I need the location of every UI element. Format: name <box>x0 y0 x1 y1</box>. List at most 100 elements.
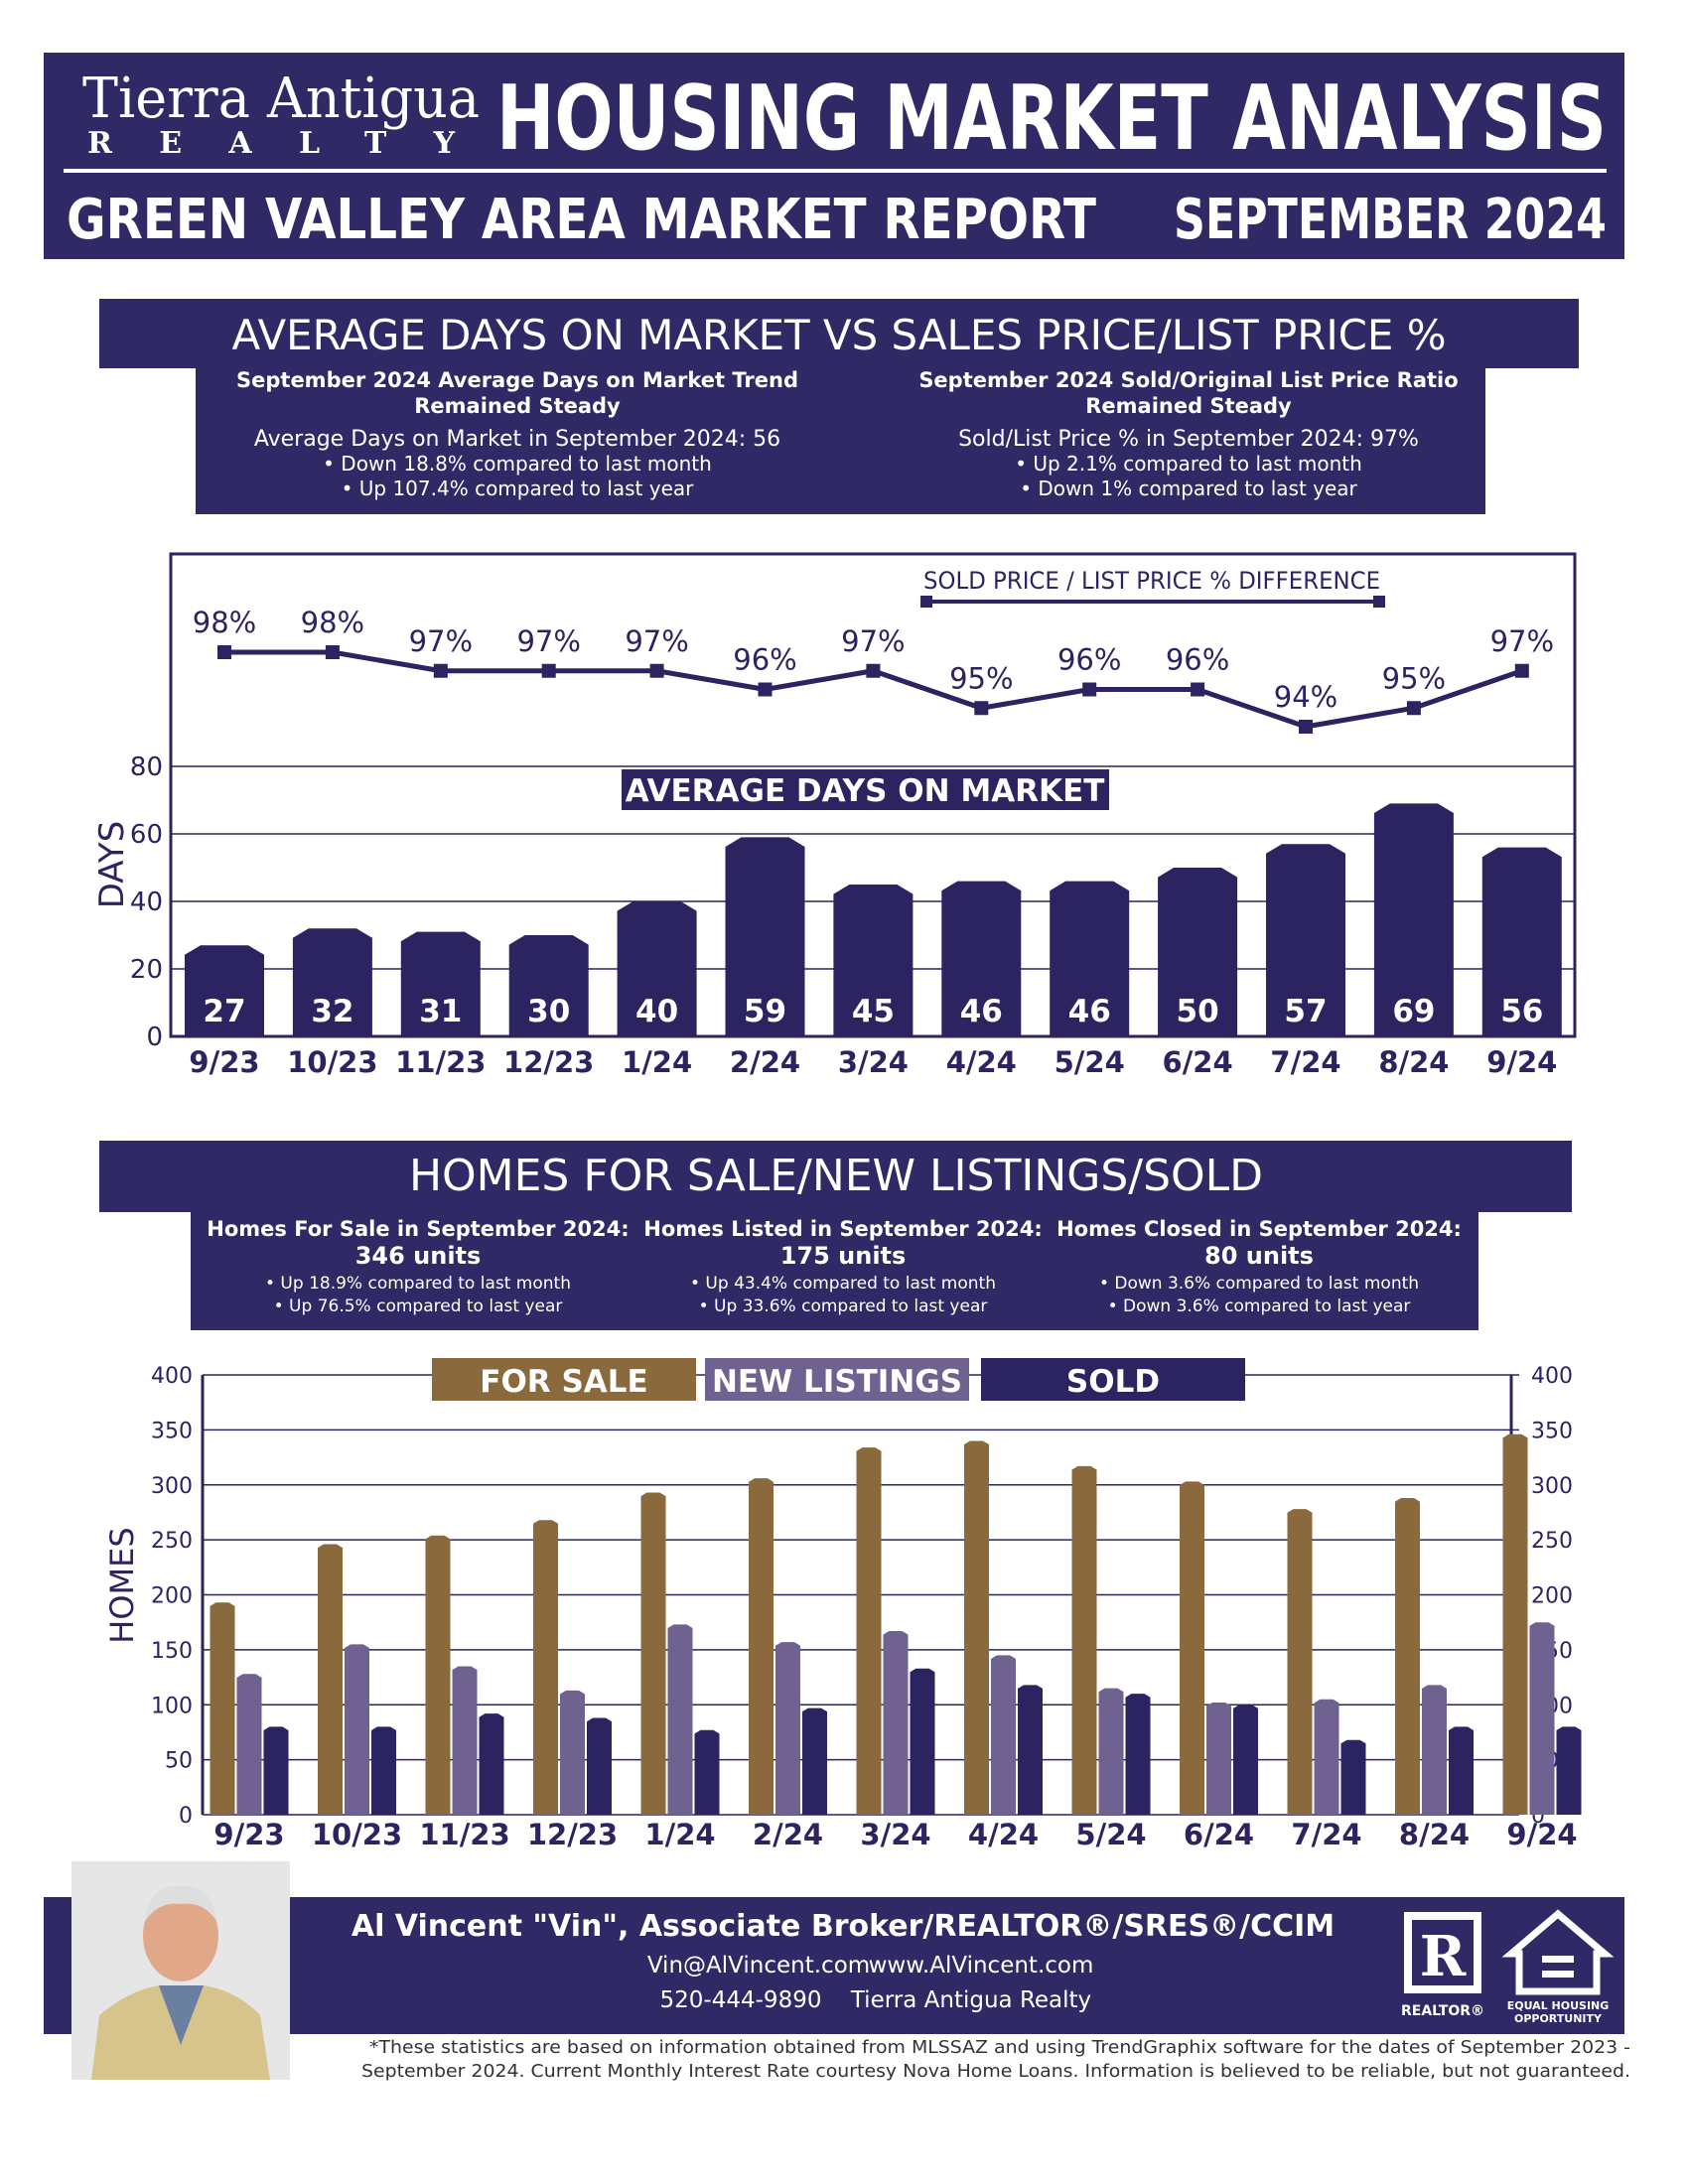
bar-value: 59 <box>744 994 786 1029</box>
x-tick-label: 10/23 <box>287 1045 377 1079</box>
x-tick-label: 5/24 <box>1055 1045 1125 1079</box>
price-point <box>1191 682 1205 697</box>
bar <box>1373 803 1454 1036</box>
bar <box>667 1624 693 1815</box>
x-tick-label: 4/24 <box>946 1045 1017 1079</box>
bar <box>185 945 264 1036</box>
bar-value: 45 <box>852 994 895 1029</box>
price-point <box>649 663 664 678</box>
info-line: • Up 76.5% compared to last year <box>274 1297 563 1316</box>
x-tick-label: 6/24 <box>1184 1818 1254 1851</box>
bar-value: 46 <box>960 994 1003 1029</box>
info-line: • Down 3.6% compared to last month <box>1099 1274 1419 1294</box>
bar <box>479 1713 504 1815</box>
agent-email: Vin@AlVincent.com <box>647 1953 870 1979</box>
info-line: 175 units <box>780 1242 907 1270</box>
x-tick-label: 1/24 <box>644 1818 715 1851</box>
price-point <box>866 663 881 678</box>
y-axis-label: HOMES <box>103 1527 141 1643</box>
bar-value: 50 <box>1177 994 1219 1029</box>
price-point <box>1514 663 1529 678</box>
bar <box>425 1535 451 1815</box>
y-tick-label: 400 <box>151 1364 193 1389</box>
y-tick-label: 20 <box>130 955 163 985</box>
bar <box>345 1644 369 1815</box>
price-point <box>217 645 231 659</box>
realtor-label: REALTOR® <box>1401 2003 1484 2019</box>
report-date: SEPTEMBER 2024 <box>1174 188 1607 252</box>
bar-value: 30 <box>527 994 570 1029</box>
legend-label: NEW LISTINGS <box>712 1364 962 1400</box>
info-line: • Up 18.9% compared to last month <box>265 1274 571 1294</box>
bar <box>1266 844 1345 1036</box>
bar <box>1206 1703 1231 1815</box>
price-point <box>758 682 773 697</box>
bar <box>533 1520 558 1815</box>
x-tick-label: 7/24 <box>1270 1045 1340 1079</box>
bar-title: AVERAGE DAYS ON MARKET <box>626 773 1105 809</box>
chart-homes: 0501001502002503003504000501001502002503… <box>103 1358 1582 1851</box>
main-title: HOUSING MARKET ANALYSIS <box>496 67 1607 171</box>
y-tick-label: 0 <box>179 1804 193 1829</box>
info-line: • Up 107.4% compared to last year <box>342 477 695 500</box>
price-label: 96% <box>1166 643 1229 677</box>
price-label: 97% <box>1490 624 1554 658</box>
info-line: 80 units <box>1204 1242 1314 1270</box>
chart-days-price: 0 20 40 60 80 DAYS AVERAGE DAYS ON MARKET 27 9/2… <box>92 567 1575 1079</box>
section-band <box>99 299 1579 368</box>
price-point <box>1082 682 1097 697</box>
x-tick-label: 12/23 <box>527 1818 618 1851</box>
bar-value: 32 <box>311 994 353 1029</box>
price-point <box>325 645 340 659</box>
x-tick-label: 2/24 <box>753 1818 823 1851</box>
bar <box>400 931 481 1036</box>
info-line: • Up 43.4% compared to last month <box>690 1274 996 1294</box>
info-box <box>196 368 1485 514</box>
bar <box>1018 1685 1043 1815</box>
bar <box>452 1666 478 1815</box>
info-line: Homes Closed in September 2024: <box>1056 1217 1462 1241</box>
footer-band <box>44 1897 1624 2034</box>
bar-value: 57 <box>1284 994 1327 1029</box>
disclaimer: *These statistics are based on informati… <box>369 2037 1630 2058</box>
x-tick-label: 11/23 <box>419 1818 509 1851</box>
x-tick-label: 6/24 <box>1163 1045 1233 1079</box>
legend-end <box>920 596 932 608</box>
bar <box>1502 1433 1528 1815</box>
legend-swatch <box>981 1358 1245 1401</box>
legend-swatch <box>705 1358 969 1401</box>
agent-name: Al Vincent "Vin", Associate Broker/REALT… <box>352 1909 1335 1944</box>
x-tick-label: 9/24 <box>1506 1818 1577 1851</box>
y2-tick-label: 300 <box>1531 1474 1573 1499</box>
bar <box>508 935 589 1036</box>
price-point <box>433 663 448 678</box>
photo-hair <box>145 1885 216 1921</box>
bar <box>587 1717 612 1815</box>
info-line: • Up 33.6% compared to last year <box>699 1297 988 1316</box>
y2-tick-label: 200 <box>1531 1584 1573 1609</box>
bar <box>560 1690 585 1815</box>
realtor-logo: R REALTOR® <box>1401 1912 1484 2019</box>
bar-value: 69 <box>1392 994 1435 1029</box>
info-line: • Down 3.6% compared to last year <box>1108 1297 1411 1316</box>
bar <box>802 1707 827 1815</box>
bar <box>640 1492 666 1815</box>
x-tick-label: 10/23 <box>312 1818 402 1851</box>
y-tick-label: 100 <box>151 1694 193 1718</box>
bar <box>371 1726 396 1815</box>
photo-face <box>143 1890 218 1981</box>
realtor-mark: R <box>1420 1924 1467 1989</box>
x-tick-label: 3/24 <box>860 1818 930 1851</box>
y2-tick-label: 400 <box>1531 1364 1573 1389</box>
price-point <box>541 663 556 678</box>
y2-tick-label: 350 <box>1531 1419 1573 1443</box>
agent-website: www.AlVincent.com <box>869 1953 1094 1979</box>
x-tick-label: 11/23 <box>395 1045 486 1079</box>
bar <box>1481 847 1562 1036</box>
bar <box>236 1674 262 1815</box>
info-line: September 2024 Sold/Original List Price … <box>918 368 1458 392</box>
y2-tick-label: 250 <box>1531 1529 1573 1554</box>
header-band <box>44 53 1624 259</box>
